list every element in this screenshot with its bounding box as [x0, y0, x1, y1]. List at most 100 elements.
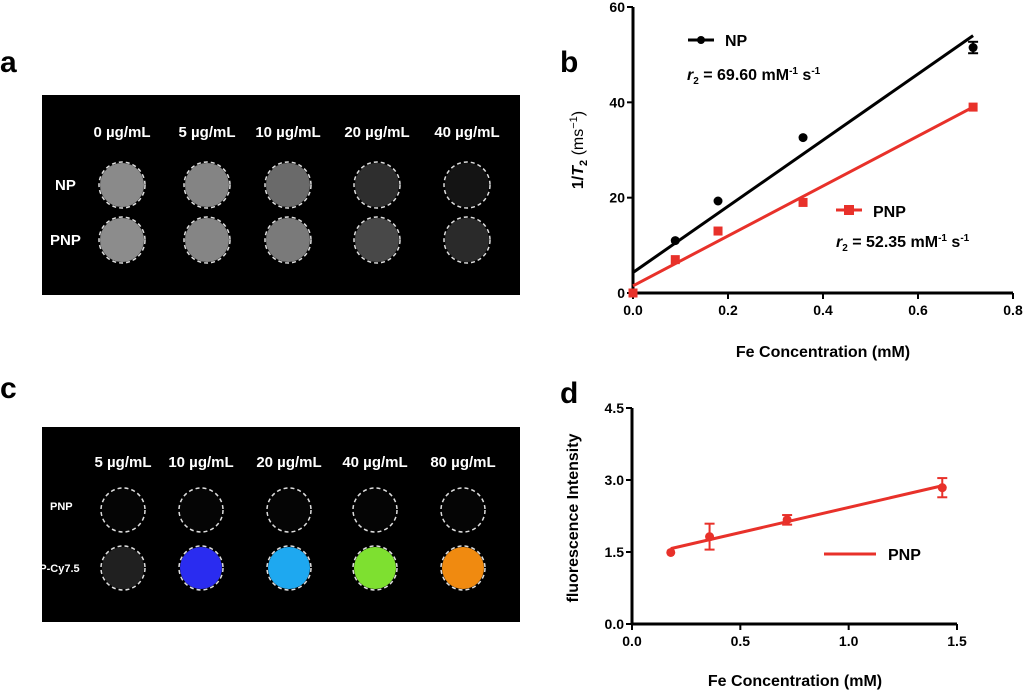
- well-outline: [266, 545, 312, 591]
- fluorescence-well: [442, 547, 484, 589]
- well-outline: [353, 216, 401, 264]
- sample-well: [266, 163, 310, 207]
- fit-line-np: [632, 34, 974, 274]
- x-tick-label: 1.0: [839, 633, 859, 649]
- annotation-np-r2: r2 = 69.60 mM-1 s-1: [687, 66, 821, 87]
- panel-d-ylabel: fluorescence Intensity: [565, 433, 582, 602]
- legend-np-marker: [697, 36, 705, 44]
- legend-np-label: NP: [725, 33, 748, 50]
- x-tick-label: 0.5: [731, 633, 751, 649]
- panel-b-letter: b: [560, 46, 578, 79]
- fluorescence-well: [268, 547, 310, 589]
- legend-pnp-marker: [844, 205, 854, 215]
- fluorescence-well: [354, 547, 396, 589]
- data-point-pnp: [798, 197, 808, 207]
- x-tick-label: 1.5: [947, 633, 967, 649]
- column-label: 10 µg/mL: [255, 124, 320, 141]
- data-point-pnp: [937, 483, 947, 493]
- panel-d-letter: d: [560, 377, 578, 410]
- y-tick-label: 40: [609, 94, 625, 110]
- well-outline: [183, 161, 231, 209]
- well-outline: [440, 487, 486, 533]
- x-tick-label: 0.0: [622, 633, 642, 649]
- well-outline: [264, 216, 312, 264]
- data-point-pnp: [666, 547, 676, 557]
- panel-a-row-np: NP: [55, 177, 76, 194]
- data-point-pnp: [705, 532, 715, 542]
- sample-well: [355, 218, 399, 262]
- sample-well: [445, 163, 489, 207]
- well-outline: [100, 487, 146, 533]
- sample-well: [355, 163, 399, 207]
- sample-well: [100, 218, 144, 262]
- y-tick-label: 0.0: [605, 616, 625, 632]
- column-label: 10 µg/mL: [168, 454, 233, 471]
- well-outline: [352, 487, 398, 533]
- data-point-np: [670, 236, 680, 246]
- well-outline: [266, 487, 312, 533]
- well-outline: [178, 545, 224, 591]
- well-outline: [352, 545, 398, 591]
- panel-d-xlabel: Fe Concentration (mM): [708, 673, 882, 690]
- y-tick-label: 3.0: [605, 472, 625, 488]
- well-outline: [264, 161, 312, 209]
- sample-well: [354, 489, 396, 531]
- y-tick-label: 20: [609, 190, 625, 206]
- data-point-np: [713, 196, 723, 206]
- panel-a-letter: a: [0, 46, 17, 79]
- column-label: 5 µg/mL: [95, 454, 152, 471]
- data-point-pnp: [968, 102, 978, 112]
- panel-b-xlabel: Fe Concentration (mM): [736, 344, 910, 361]
- x-tick-label: 0.6: [908, 302, 928, 318]
- sample-well: [266, 218, 310, 262]
- data-point-np: [968, 43, 978, 53]
- column-label: 20 µg/mL: [344, 124, 409, 141]
- well-outline: [100, 545, 146, 591]
- well-outline: [98, 216, 146, 264]
- sample-well: [268, 489, 310, 531]
- sample-well: [102, 489, 144, 531]
- well-outline: [443, 216, 491, 264]
- fluorescence-well: [102, 547, 144, 589]
- data-point-pnp: [628, 288, 638, 298]
- x-tick-label: 0.2: [718, 302, 738, 318]
- well-outline: [443, 161, 491, 209]
- y-tick-label: 60: [609, 0, 625, 15]
- data-point-pnp: [782, 515, 792, 525]
- well-outline: [440, 545, 486, 591]
- panel-c-row-pnp-cy75: PNP-Cy7.5: [24, 563, 80, 575]
- panel-c-letter: c: [0, 372, 17, 405]
- panel-c-row-pnp: PNP: [50, 501, 73, 513]
- sample-well: [185, 218, 229, 262]
- legend-d-pnp-label: PNP: [888, 547, 921, 564]
- y-tick-label: 1.5: [605, 544, 625, 560]
- well-outline: [183, 216, 231, 264]
- data-point-np: [798, 133, 808, 143]
- column-label: 5 µg/mL: [179, 124, 236, 141]
- panel-a-row-pnp: PNP: [50, 232, 81, 249]
- column-label: 40 µg/mL: [342, 454, 407, 471]
- sample-well: [445, 218, 489, 262]
- sample-well: [442, 489, 484, 531]
- x-tick-label: 0.4: [813, 302, 833, 318]
- panel-b-ylabel: 1/T2 (ms−1): [568, 111, 590, 189]
- data-point-pnp: [670, 255, 680, 265]
- fluorescence-well: [180, 547, 222, 589]
- column-label: 0 µg/mL: [94, 124, 151, 141]
- x-tick-label: 0.8: [1003, 302, 1023, 318]
- well-outline: [98, 161, 146, 209]
- y-tick-label: 4.5: [605, 400, 625, 416]
- sample-well: [185, 163, 229, 207]
- legend-pnp-label: PNP: [873, 204, 906, 221]
- sample-well: [180, 489, 222, 531]
- column-label: 80 µg/mL: [430, 454, 495, 471]
- column-label: 20 µg/mL: [256, 454, 321, 471]
- fit-line-pnp: [632, 105, 974, 288]
- sample-well: [100, 163, 144, 207]
- column-label: 40 µg/mL: [434, 124, 499, 141]
- annotation-pnp-r2: r2 = 52.35 mM-1 s-1: [836, 233, 970, 254]
- data-point-pnp: [713, 226, 723, 236]
- well-outline: [353, 161, 401, 209]
- well-outline: [178, 487, 224, 533]
